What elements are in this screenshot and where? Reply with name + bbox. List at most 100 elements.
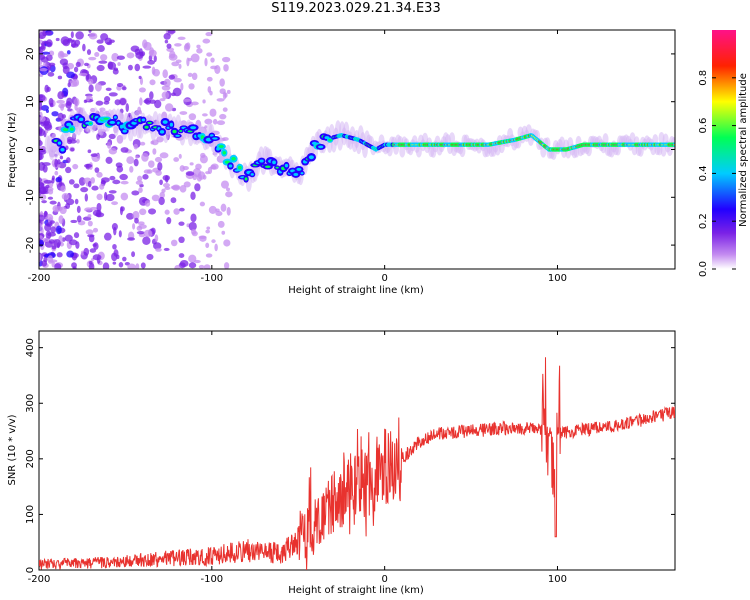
spectrogram-speckle [65,198,75,206]
spectrogram-ridge-core [308,155,314,160]
spectrogram-speckle [96,39,104,44]
spectrogram-speckle [151,194,160,202]
spectrogram-speckle [88,56,97,61]
spectrogram-speckle [59,155,64,160]
figure-title: S119.2023.029.21.34.E33 [271,1,441,16]
spectrogram-speckle [51,261,56,268]
spectrogram-speckle [41,51,51,55]
spectrogram-speckle [199,235,207,242]
spectrogram-speckle [148,208,157,215]
spectrogram-speckle [137,175,143,182]
spectrogram-speckle [185,42,191,50]
spectrogram-speckle [138,87,146,93]
spectrogram-speckle [199,201,206,207]
spectrogram-speckle [111,223,118,231]
spectrogram-speckle [158,196,165,206]
y-tick-label: -10 [25,189,36,205]
spectrogram-speckle [180,82,184,91]
spectrogram-speckle [112,261,117,265]
y-tick-label: 20 [25,48,36,61]
spectrogram-speckle [119,206,123,216]
spectrogram-speckle [173,77,182,83]
spectrogram-speckle [159,98,166,102]
spectrogram-speckle [163,78,171,88]
spectrogram-speckle [41,259,48,267]
spectrogram-speckle [84,163,93,168]
spectrogram-speckle [222,137,229,141]
spectrogram-speckle [108,133,116,140]
spectrogram-speckle [183,181,191,188]
spectrogram-speckle [131,190,140,196]
spectrogram-y-label: Frequency (Hz) [7,112,18,188]
y-tick-label: 10 [25,95,36,108]
spectrogram-speckle [108,147,117,155]
spectrogram-speckle [59,58,69,66]
spectrogram-ridge-core [159,130,165,134]
spectrogram-speckle [127,263,136,269]
spectrogram-speckle [179,111,188,115]
spectrogram-speckle [192,173,198,181]
spectrogram-speckle [209,90,213,96]
spectrogram-speckle [39,139,43,147]
spectrogram-speckle [70,147,75,152]
x-tick-label: -200 [28,574,51,585]
spectrogram-speckle [118,262,124,268]
spectrogram-speckle [159,152,169,159]
spectrogram-speckle [178,153,182,159]
spectrogram-speckle [96,209,102,218]
spectrogram-speckle [44,123,53,131]
spectrogram-speckle [60,36,70,46]
spectrogram-speckle [195,163,202,170]
spectrogram-speckle [111,201,118,206]
spectrogram-speckle [100,33,109,41]
spectrogram-speckle [205,32,213,37]
spectrogram-speckle [39,177,42,184]
spectrogram-speckle [154,156,163,163]
spectrogram-image [39,30,675,269]
spectrogram-speckle [55,37,60,42]
spectrogram-speckle [210,57,215,63]
spectrogram-speckle [47,188,54,195]
spectrogram-speckle [179,207,185,212]
spectrogram-speckle [156,136,164,143]
spectrogram-speckle [140,141,146,146]
snr-x-label: Height of straight line (km) [288,585,424,596]
spectrogram-speckle [100,54,108,61]
spectrogram-x-ticks: -200 -100 0 100 [28,30,567,284]
spectrogram-speckle [88,30,92,33]
spectrogram-ridge-core [293,172,299,177]
spectrogram-speckle [144,200,151,207]
spectrogram-speckle [164,39,169,44]
spectrogram-speckle [99,183,105,190]
spectrogram-speckle [66,157,71,164]
y-tick-label: 300 [25,394,36,413]
spectrogram-speckle [149,99,157,104]
spectrogram-speckle [220,180,229,189]
spectrogram-speckle [70,219,78,224]
spectrogram-speckle [185,171,195,176]
spectrogram-speckle [197,171,206,180]
spectrogram-speckle [73,232,80,239]
spectrogram-speckle [163,247,170,252]
spectrogram-speckle [55,176,62,183]
spectrogram-speckle [86,49,92,55]
spectrogram-speckle [173,157,180,162]
spectrogram-ridge-core [264,165,271,169]
spectrogram-speckle [94,52,100,58]
spectrogram-speckle [62,65,70,75]
spectrogram-speckle [220,203,227,212]
spectrogram-speckle [112,68,119,75]
spectrogram-speckle [60,185,66,192]
spectrogram-speckle [39,253,42,263]
spectrogram-speckle [45,230,52,240]
spectrogram-ridge-core [210,134,214,137]
spectrogram-speckle [131,251,136,258]
spectrogram-speckle [103,232,112,241]
spectrogram-speckle [41,237,50,243]
spectrogram-ridge-core [237,165,242,170]
spectrogram-speckle [56,252,63,258]
spectrogram-speckle [142,39,148,49]
spectrogram-speckle [117,62,121,67]
spectrogram-speckle [178,262,186,269]
spectrogram-speckle [139,97,143,106]
